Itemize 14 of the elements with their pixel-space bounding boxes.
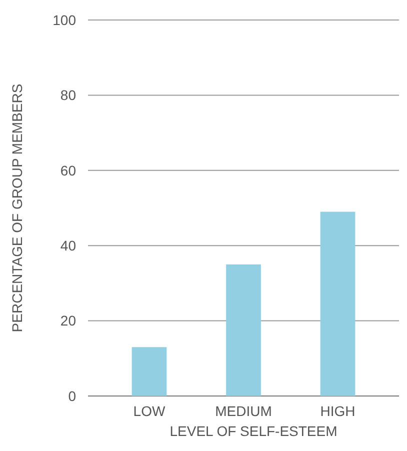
- y-tick-label: 80: [60, 87, 76, 104]
- x-tick-label: HIGH: [320, 403, 356, 419]
- bar: [226, 264, 261, 396]
- y-tick-label: 60: [60, 162, 76, 178]
- y-tick-label: 100: [52, 12, 76, 28]
- bar: [320, 212, 356, 396]
- y-tick-label: 40: [60, 238, 76, 254]
- bar: [132, 347, 167, 396]
- x-tick-label: MEDIUM: [215, 403, 272, 419]
- y-tick-label: 20: [60, 312, 76, 329]
- y-tick-label: 0: [68, 388, 76, 404]
- x-axis-title: LEVEL OF SELF-ESTEEM: [170, 423, 338, 439]
- y-axis-title: PERCENTAGE OF GROUP MEMBERS: [9, 84, 25, 332]
- x-tick-label: LOW: [133, 403, 166, 419]
